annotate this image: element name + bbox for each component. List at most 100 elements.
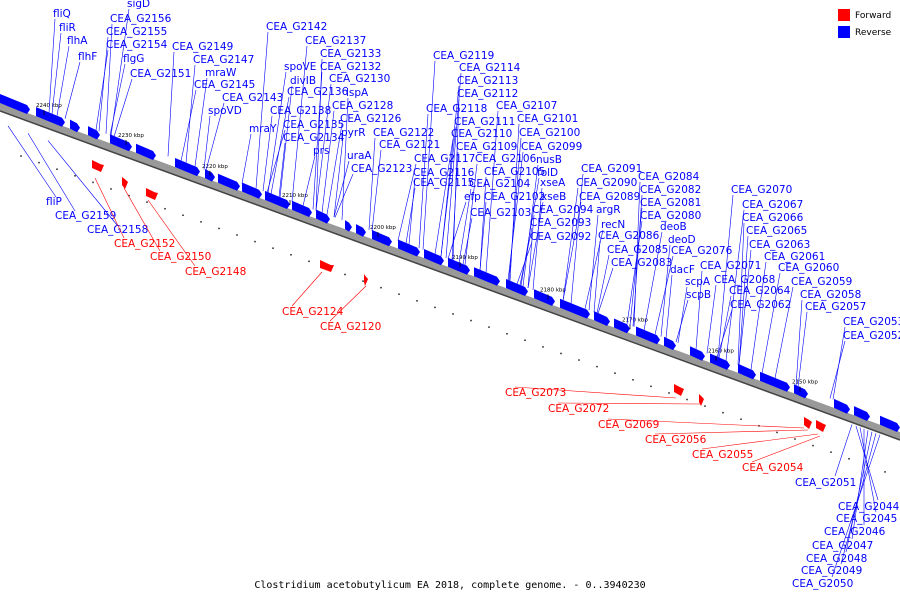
gene-label: CEA_G2080	[640, 210, 701, 222]
gene-label: CEA_G2107	[496, 100, 557, 112]
gene-leader-line	[98, 36, 109, 132]
gene-label: CEA_G2091	[581, 163, 642, 175]
track-dot	[740, 418, 742, 421]
gene-leader-line	[48, 18, 56, 113]
gene-label: CEA_G2094	[532, 204, 594, 216]
gene-leader-line	[718, 295, 732, 358]
gene-leader-line	[7, 125, 57, 198]
gene-label: spoVD	[208, 105, 242, 117]
track-dot	[452, 313, 454, 315]
gene-label: recN	[601, 219, 625, 231]
gene-label: CEA_G2136	[287, 86, 349, 98]
reverse-gene-arrow	[0, 94, 30, 114]
gene-leader-line	[302, 155, 316, 206]
track-dot	[164, 207, 166, 210]
forward-gene-arrow	[146, 188, 158, 200]
gene-label: CEA_G2126	[340, 113, 402, 125]
gene-label: fliQ	[53, 8, 71, 20]
reverse-gene-arrow	[738, 363, 756, 380]
gene-leader-line	[447, 201, 467, 259]
gene-leader-line	[737, 222, 745, 365]
gene-leader-line	[113, 78, 133, 137]
gene-leader-line	[167, 51, 175, 157]
gene-leader-line	[774, 286, 794, 379]
track-dot	[56, 168, 58, 170]
tick-label: 2200 kbp	[370, 225, 396, 231]
track-dot	[704, 405, 706, 407]
gene-label: CEA_G2060	[778, 262, 839, 274]
gene-leader-line	[462, 217, 473, 265]
gene-leader-line	[597, 267, 614, 314]
gene-leader-line	[333, 137, 344, 218]
forward-genes-track	[92, 160, 826, 432]
gene-leader-line	[675, 299, 689, 343]
gene-leader-line	[203, 115, 211, 170]
gene-label: CEA_G2117	[414, 153, 475, 165]
reverse-gene-arrow	[175, 157, 200, 177]
gene-label: CEA_G2086	[598, 230, 660, 242]
gene-label: xseB	[541, 191, 566, 203]
gene-leader-line	[716, 309, 733, 358]
reverse-gene-arrow	[594, 311, 610, 326]
gene-label: CEA_G2056	[645, 434, 707, 446]
gene-label: CEA_G2099	[521, 141, 582, 153]
gene-label: CEA_G2101	[517, 113, 578, 125]
gene-label: CEA_G2145	[194, 79, 255, 91]
gene-leader-line	[514, 386, 677, 399]
track-dot	[74, 175, 76, 177]
gene-label: scpA	[685, 276, 711, 288]
gene-leader-line	[519, 227, 533, 286]
track-dot	[488, 326, 490, 328]
gene-label: CEA_G2082	[640, 184, 701, 196]
gene-label: CEA_G2045	[836, 513, 897, 525]
gene-label: CEA_G2124	[282, 306, 344, 318]
gene-label: CEA_G2135	[283, 119, 344, 131]
tick-label: 2230 kbp	[118, 133, 144, 139]
gene-label: CEA_G2154	[106, 39, 168, 51]
track-dot	[128, 194, 130, 197]
gene-label: CEA_G2054	[742, 462, 804, 474]
genome-backbone	[0, 103, 900, 440]
track-dot	[254, 240, 256, 243]
gene-leader-line	[677, 286, 688, 343]
track-dot	[686, 398, 688, 401]
gene-leader-line	[434, 138, 454, 255]
gene-leader-line	[47, 140, 118, 226]
gene-leader-line	[725, 209, 745, 361]
gene-label: CEA_G2102	[484, 191, 545, 203]
legend-forward-label: Forward	[855, 11, 891, 21]
gene-leader-line	[654, 429, 809, 435]
gene-leader-line	[485, 110, 499, 273]
gene-label: CEA_G2121	[379, 139, 440, 151]
gene-label: CEA_G2070	[731, 184, 792, 196]
gene-leader-line	[291, 271, 323, 307]
reverse-gene-arrow	[854, 406, 870, 422]
gene-label: mraW	[205, 67, 237, 79]
track-dot	[362, 280, 364, 282]
gene-leader-line	[408, 177, 416, 245]
gene-label: CEA_G2149	[172, 41, 233, 53]
gene-label: CEA_G2092	[530, 231, 591, 243]
track-dot	[20, 155, 22, 157]
reverse-gene-arrow	[534, 289, 555, 306]
reverse-gene-arrow	[372, 229, 392, 247]
gene-leader-line	[440, 126, 457, 257]
gene-label: CEA_G2150	[150, 251, 211, 263]
gene-label: scpB	[686, 289, 711, 301]
reverse-gene-arrow	[636, 326, 660, 345]
gene-leader-line	[479, 201, 487, 271]
gene-label: CEA_G2089	[579, 191, 640, 203]
gene-label: deoD	[668, 234, 696, 246]
gene-leader-line	[516, 241, 533, 285]
track-dot	[830, 451, 832, 453]
reverse-gene-arrow	[110, 134, 132, 152]
gene-leader-line	[522, 164, 539, 287]
gene-leader-line	[596, 254, 610, 314]
gene-leader-line	[95, 49, 109, 131]
legend-forward-swatch	[838, 9, 850, 21]
gene-leader-line	[834, 424, 853, 477]
gene-leader-line	[654, 255, 674, 335]
forward-gene-arrow	[320, 260, 334, 272]
gene-label: CEA_G2119	[433, 50, 494, 62]
gene-label: CEA_G2147	[193, 54, 254, 66]
